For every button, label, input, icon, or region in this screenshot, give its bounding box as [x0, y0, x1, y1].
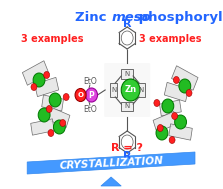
Polygon shape	[22, 61, 49, 85]
Ellipse shape	[44, 71, 50, 78]
Polygon shape	[121, 70, 133, 78]
Ellipse shape	[63, 94, 69, 101]
Polygon shape	[171, 66, 198, 90]
Polygon shape	[137, 83, 145, 97]
Ellipse shape	[46, 105, 52, 112]
Polygon shape	[35, 77, 59, 97]
Ellipse shape	[173, 77, 179, 84]
Ellipse shape	[186, 90, 192, 97]
Text: R: R	[123, 151, 131, 161]
Polygon shape	[169, 124, 192, 140]
Ellipse shape	[157, 125, 163, 132]
Text: 3 examples: 3 examples	[139, 34, 202, 44]
Ellipse shape	[48, 129, 54, 136]
Polygon shape	[31, 119, 54, 135]
Polygon shape	[159, 100, 181, 116]
Polygon shape	[45, 106, 70, 128]
Polygon shape	[101, 177, 121, 186]
Text: R = ?: R = ?	[111, 143, 143, 153]
Polygon shape	[27, 152, 195, 174]
Text: O: O	[78, 92, 84, 98]
Ellipse shape	[172, 112, 178, 119]
Text: N: N	[138, 87, 143, 93]
Text: EtO: EtO	[83, 77, 97, 85]
Ellipse shape	[121, 79, 140, 101]
Text: CRYSTALLIZATION: CRYSTALLIZATION	[59, 155, 163, 171]
Ellipse shape	[154, 99, 160, 106]
Ellipse shape	[169, 136, 175, 143]
Text: N: N	[111, 87, 116, 93]
Text: R: R	[123, 19, 131, 29]
Ellipse shape	[179, 79, 191, 93]
FancyBboxPatch shape	[104, 63, 150, 117]
Polygon shape	[110, 83, 118, 97]
Ellipse shape	[54, 120, 65, 134]
Polygon shape	[121, 101, 133, 111]
Polygon shape	[153, 112, 178, 132]
Ellipse shape	[31, 84, 37, 91]
Text: 3 examples: 3 examples	[21, 34, 84, 44]
Ellipse shape	[49, 93, 61, 107]
Ellipse shape	[156, 126, 168, 140]
Ellipse shape	[86, 88, 97, 102]
Text: Zn: Zn	[124, 85, 137, 94]
Polygon shape	[164, 82, 188, 102]
Ellipse shape	[75, 88, 86, 101]
Text: -phosphorylporphyrins: -phosphorylporphyrins	[134, 11, 223, 24]
Text: P: P	[89, 91, 95, 99]
Text: Zinc: Zinc	[75, 11, 112, 24]
Ellipse shape	[175, 115, 186, 129]
Text: N: N	[125, 71, 130, 77]
Ellipse shape	[33, 73, 45, 87]
Ellipse shape	[60, 119, 66, 126]
Text: meso: meso	[112, 11, 151, 24]
Polygon shape	[42, 95, 64, 111]
Text: EtO: EtO	[83, 105, 97, 114]
Ellipse shape	[162, 99, 174, 113]
Ellipse shape	[38, 108, 50, 122]
Text: N: N	[125, 103, 130, 109]
